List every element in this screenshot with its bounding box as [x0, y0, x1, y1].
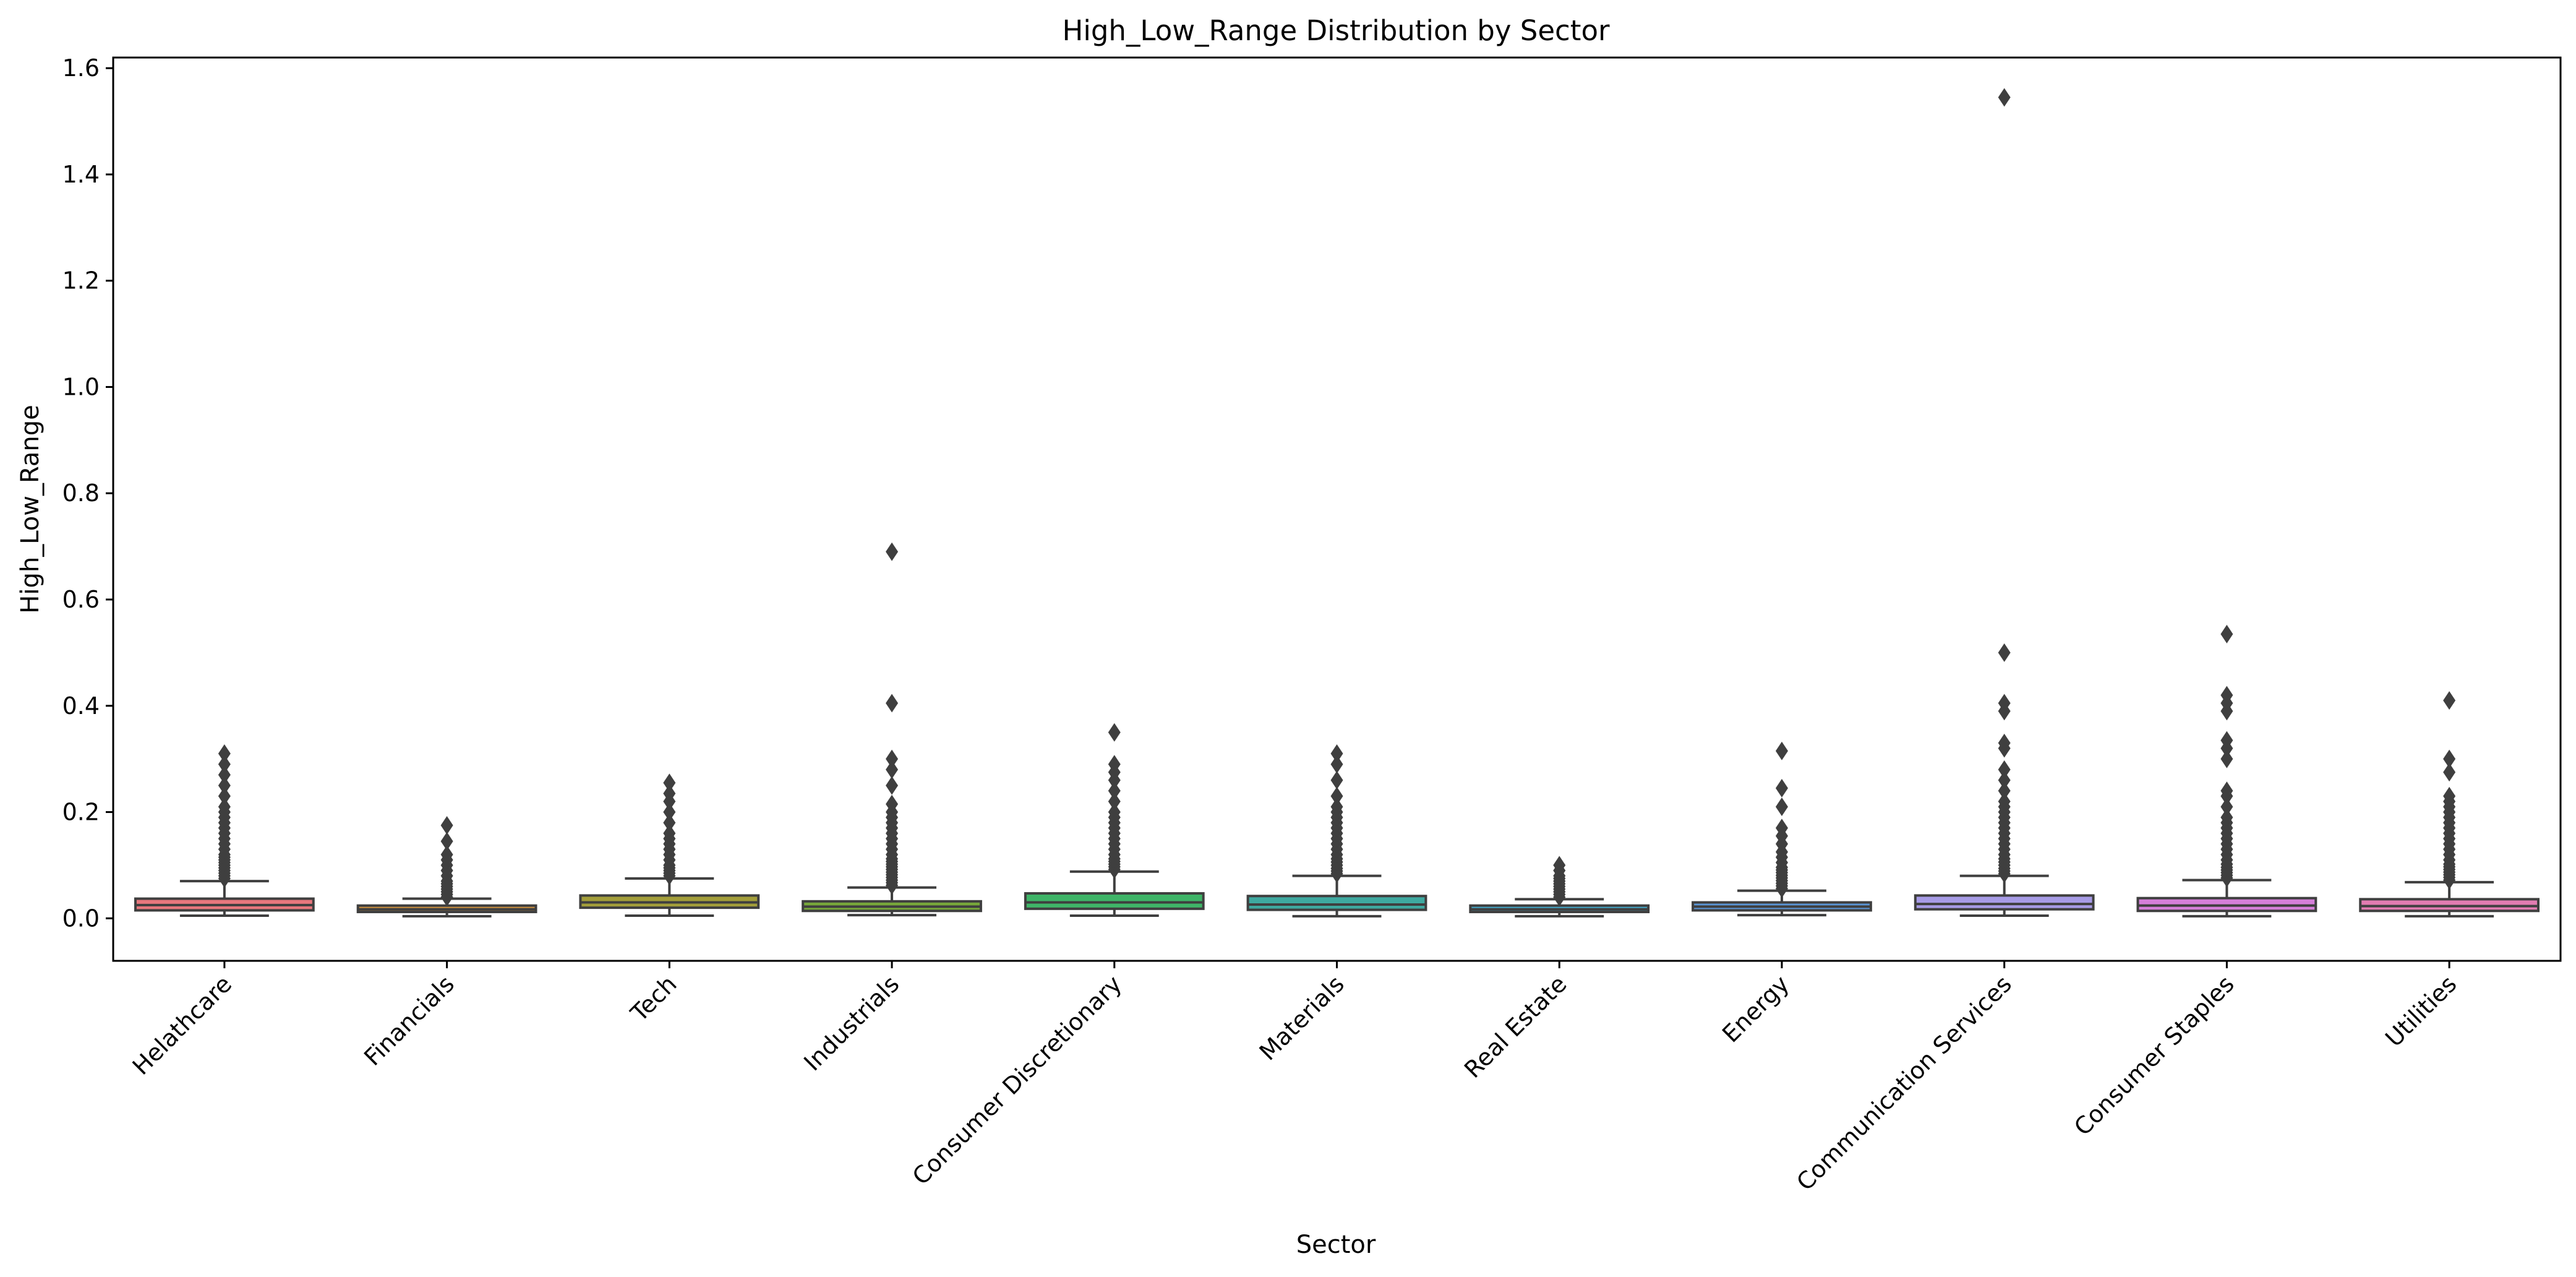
outlier-point	[886, 749, 899, 768]
outlier-point	[1108, 792, 1121, 811]
x-tick-label: Tech	[625, 970, 682, 1027]
outlier-point	[2443, 763, 2456, 782]
x-tick-label: Industrials	[798, 970, 904, 1076]
y-tick-label: 1.4	[62, 161, 100, 188]
outlier-point	[218, 786, 231, 806]
outlier-point	[1108, 781, 1121, 801]
outlier-point	[1330, 755, 1343, 774]
outlier-point	[1330, 797, 1343, 816]
outlier-point	[218, 797, 231, 816]
outlier-point	[218, 776, 231, 795]
outlier-point	[1108, 802, 1121, 822]
box-group	[2136, 624, 2317, 918]
outlier-point	[1775, 819, 1788, 838]
outlier-point	[2443, 691, 2456, 710]
box-group	[1914, 88, 2095, 917]
outlier-point	[1775, 778, 1788, 798]
box-group	[579, 773, 760, 917]
box	[1914, 894, 2095, 911]
x-tick-label: Real Estate	[1459, 970, 1572, 1083]
y-tick-label: 1.0	[62, 373, 100, 400]
outlier-point	[1775, 797, 1788, 816]
box-group	[802, 542, 982, 917]
outlier-point	[1998, 643, 2011, 662]
y-tick-label: 0.2	[62, 799, 100, 826]
outlier-point	[2220, 808, 2233, 827]
box-group	[1246, 744, 1427, 918]
x-tick-label: Communication Services	[1791, 970, 2017, 1196]
outlier-point	[1998, 792, 2011, 811]
outlier-point	[886, 542, 899, 561]
x-tick-label: Consumer Staples	[2069, 970, 2240, 1141]
outlier-point	[1330, 744, 1343, 763]
outlier-point	[886, 776, 899, 795]
box	[1024, 892, 1205, 910]
outlier-point	[218, 744, 231, 763]
x-axis-label: Sector	[1296, 1231, 1376, 1259]
outlier-point	[663, 802, 676, 822]
y-tick-label: 0.0	[62, 905, 100, 932]
x-tick-label: Energy	[1717, 970, 1794, 1047]
outlier-point	[2220, 624, 2233, 643]
y-tick-label: 0.6	[62, 586, 100, 613]
x-tick-label: Consumer Discretionary	[907, 970, 1127, 1190]
box	[1246, 895, 1427, 911]
box-group	[1469, 856, 1650, 918]
box-group	[134, 744, 315, 917]
outlier-point	[1998, 781, 2011, 801]
y-tick-label: 0.4	[62, 692, 100, 720]
outlier-point	[2220, 731, 2233, 750]
plot-area: 0.0 0.2 0.4 0.6 0.8 1.0 1.2 1.4 1.6 Helathcare Fi…	[62, 54, 2562, 1196]
outlier-point	[1998, 771, 2011, 789]
outlier-point	[663, 813, 676, 832]
outlier-point	[663, 823, 676, 843]
y-tick-label: 0.8	[62, 479, 100, 507]
outlier-point	[1775, 741, 1788, 760]
x-tick-label: Financials	[359, 970, 460, 1071]
chart-title: High_Low_Range Distribution by Sector	[1063, 14, 1610, 47]
y-axis: 0.0 0.2 0.4 0.6 0.8 1.0 1.2 1.4 1.6	[62, 54, 113, 932]
outlier-point	[1553, 856, 1566, 875]
outlier-point	[440, 816, 453, 835]
outlier-point	[1108, 723, 1121, 742]
outlier-point	[1330, 786, 1343, 806]
outlier-point	[2443, 749, 2456, 768]
x-tick-label: Materials	[1254, 970, 1350, 1065]
outlier-point	[1998, 760, 2011, 779]
x-axis: Helathcare Financials Tech Industrials Consu…	[127, 961, 2462, 1196]
outlier-point	[1998, 88, 2011, 107]
outlier-point	[218, 755, 231, 774]
outlier-point	[2220, 686, 2233, 705]
outlier-point	[1108, 755, 1121, 774]
y-tick-label: 1.6	[62, 54, 100, 82]
y-tick-label: 1.2	[62, 267, 100, 295]
box-series	[134, 88, 2540, 918]
outlier-point	[663, 784, 676, 803]
outlier-point	[886, 694, 899, 713]
outlier-point	[1330, 771, 1343, 789]
box-group	[2359, 691, 2540, 918]
x-tick-label: Utilities	[2380, 970, 2462, 1052]
box-group	[1692, 741, 1872, 917]
outlier-point	[886, 794, 899, 814]
x-tick-label: Helathcare	[127, 970, 237, 1080]
outlier-point	[1998, 694, 2011, 713]
outlier-point	[2220, 797, 2233, 816]
outlier-point	[2220, 781, 2233, 801]
box-group	[1024, 723, 1205, 917]
box-group	[356, 816, 537, 918]
outlier-point	[2443, 786, 2456, 806]
outlier-point	[440, 845, 453, 864]
outlier-point	[663, 773, 676, 793]
outlier-point	[440, 832, 453, 851]
outlier-point	[218, 765, 231, 785]
y-axis-label: High_Low_Range	[16, 405, 45, 613]
outlier-point	[2220, 749, 2233, 768]
outlier-point	[1998, 733, 2011, 752]
outlier-point	[886, 760, 899, 779]
